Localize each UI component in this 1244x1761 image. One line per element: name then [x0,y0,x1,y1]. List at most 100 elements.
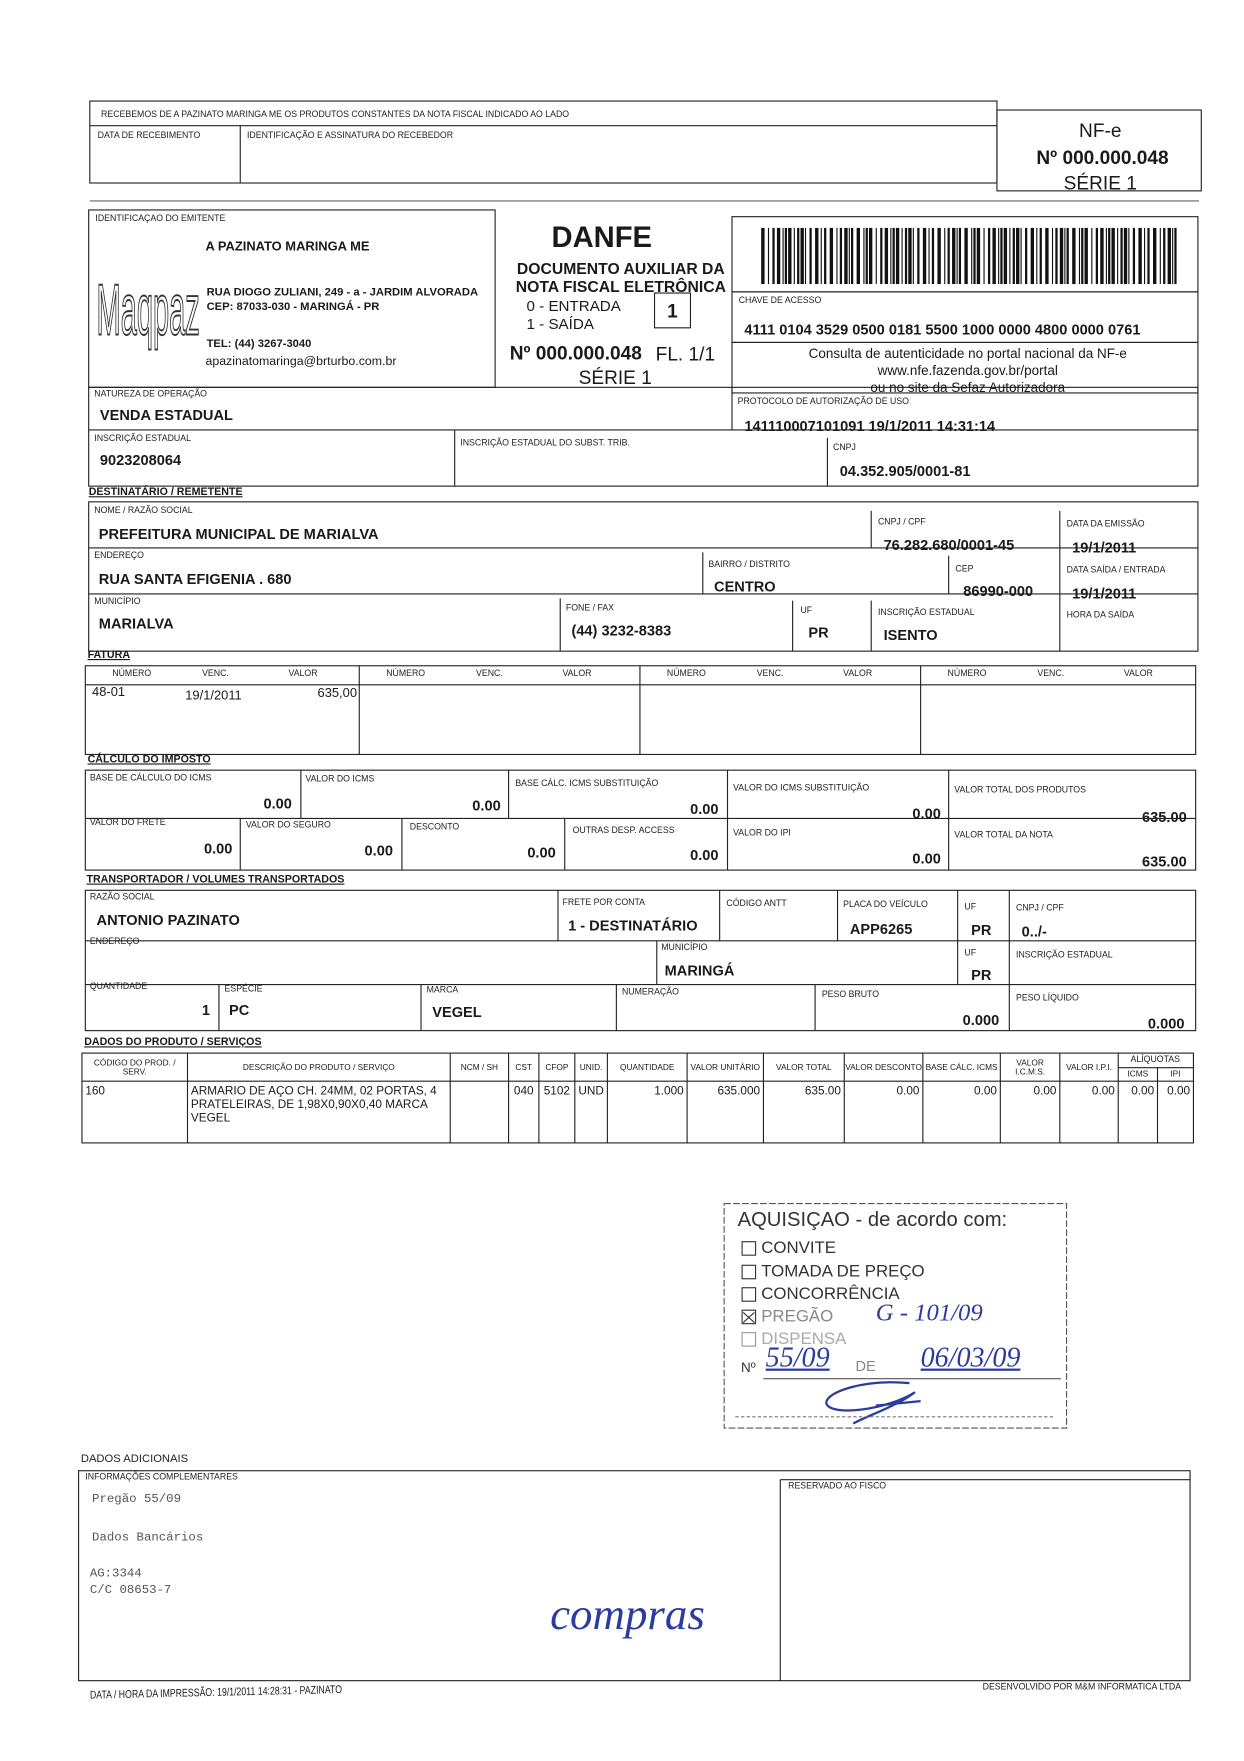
stamp-options: CONVITE [761,1238,837,1258]
transport-city-label: MUNICÍPIO [661,941,708,953]
recipient-uf-label: UF [800,605,813,616]
transport-quantity-label: QUANTIDADE [89,981,148,992]
barcode-bar [983,227,985,285]
invoice-columns: VALOR [562,668,592,679]
barcode-bar [1055,227,1058,285]
barcode-bar [772,227,775,285]
products-columns: CST [515,1061,533,1072]
checkbox [741,1332,757,1347]
stamp-options: DISPENSA [761,1329,847,1349]
barcode-bar [964,227,968,285]
transport-freight: 1 - DESTINATÁRIO [568,917,698,935]
transport-freight-label: FRETE POR CONTA [562,897,645,908]
recipient-city-label: MUNICÍPIO [94,596,141,607]
barcode-bar [1132,227,1136,285]
barcode-bar [804,227,807,285]
checkbox [741,1241,757,1256]
recipient-cep-label: CEP [955,563,974,574]
barcode-bar [851,227,854,285]
products-rates-label: ALÍQUOTAS [1130,1054,1180,1065]
footer-developer: DESENVOLVIDO POR M&M INFORMATICA LTDA [982,1681,1182,1692]
additional-reserved-label: RESERVADO AO FISCO [788,1480,887,1491]
box [653,292,692,329]
transport-plate-label: PLACA DO VEÍCULO [843,899,928,910]
items-due: 19/1/2011 [185,689,242,703]
transport-cnpj-label: CNPJ / CPF [1016,902,1064,913]
barcode-bar [1030,227,1035,285]
fields-label: DESCONTO [409,821,460,832]
barcode-bar [820,227,822,285]
stamp-options: PREGÃO [761,1306,834,1326]
fields-label: VALOR DO IPI [733,827,791,838]
barcode-bar [884,227,889,285]
operation-ie: 9023208064 [99,451,182,469]
check-mark [742,1312,755,1323]
danfe-subtitle-2: NOTA FISCAL ELETRÔNICA [515,277,726,296]
barcode-bar [931,227,935,285]
barcode-bar [1003,227,1008,285]
barcode-bar [865,227,868,285]
fields-value: 0.00 [690,846,719,864]
barcode-bar [1153,227,1157,285]
barcode-bar [1072,227,1076,285]
barcode-bar [917,227,920,285]
products-columns: ICMS [1127,1068,1149,1079]
products-items: 0.00 [1091,1084,1115,1099]
recipient-cnpj-label: CNPJ / CPF [877,516,926,527]
recipient-exit-date-label: DATA SAÍDA / ENTRADA [1066,564,1166,575]
barcode-bar [947,227,950,285]
transport-numbering-label: NUMERAÇÃO [621,986,679,997]
products-items: 0.00 [1033,1084,1057,1099]
stamp-frame [723,1202,1068,1429]
barcode-bar [1020,227,1022,285]
barcode-bar [761,227,765,285]
barcode-bar [971,227,973,285]
fields-value: 0.00 [472,797,501,814]
fields-value: 0.00 [203,839,233,857]
barcode-bar [987,227,991,285]
additional-info-label: INFORMAÇÕES COMPLEMENTARES [85,1471,238,1482]
invoice-columns: VALOR [288,668,318,679]
transport-uf-label: UF [964,901,977,912]
box [84,889,1197,1032]
checkbox [741,1309,757,1325]
barcode-bar [890,227,892,285]
barcode-bar [1025,227,1028,285]
barcode-bar [1051,227,1054,285]
barcode-bar [1108,227,1111,285]
barcode-bar [952,227,956,285]
barcode-bar [912,227,914,285]
products-columns: VALOR UNITÁRIO [690,1061,760,1072]
invoice-columns: NÚMERO [386,668,426,679]
barcode-bar [1147,227,1150,285]
barcode-bar [880,227,883,285]
transport-species: PC [229,1001,250,1019]
recipient-phone: (44) 3232-8383 [571,621,672,639]
receipt-signature-label: IDENTIFICAÇÃO E ASSINATURA DO RECEBEDOR [246,130,454,141]
recipient-city: MARIALVA [98,615,174,633]
barcode-bar [1000,227,1003,285]
signature [825,1381,921,1425]
barcode-bar [958,227,962,285]
operation-protocol-label: PROTOCOLO DE AUTORIZAÇÃO DE USO [737,396,910,407]
barcode-bar [848,227,850,285]
transport-gross-label: PESO BRUTO [821,989,880,1000]
barcode-bar [992,227,996,285]
barcode-bar [784,227,788,285]
additional-heading: DADOS ADICIONAIS [80,1452,189,1466]
barcode [761,227,1177,285]
invoice-columns: VENC. [476,668,503,679]
transport-quantity: 1 [201,1001,210,1019]
barcode-bar [1084,227,1088,285]
products-columns: DESCRIÇÃO DO PRODUTO / SERVIÇO [242,1061,395,1072]
barcode-bar [767,227,770,285]
barcode-bar [998,227,1000,285]
receipt-date-label: DATA DE RECEBIMENTO [97,130,201,141]
products-items: 0.00 [1167,1084,1191,1099]
danfe-title: DANFE [551,220,653,254]
box [84,665,1197,756]
box [84,769,1197,871]
